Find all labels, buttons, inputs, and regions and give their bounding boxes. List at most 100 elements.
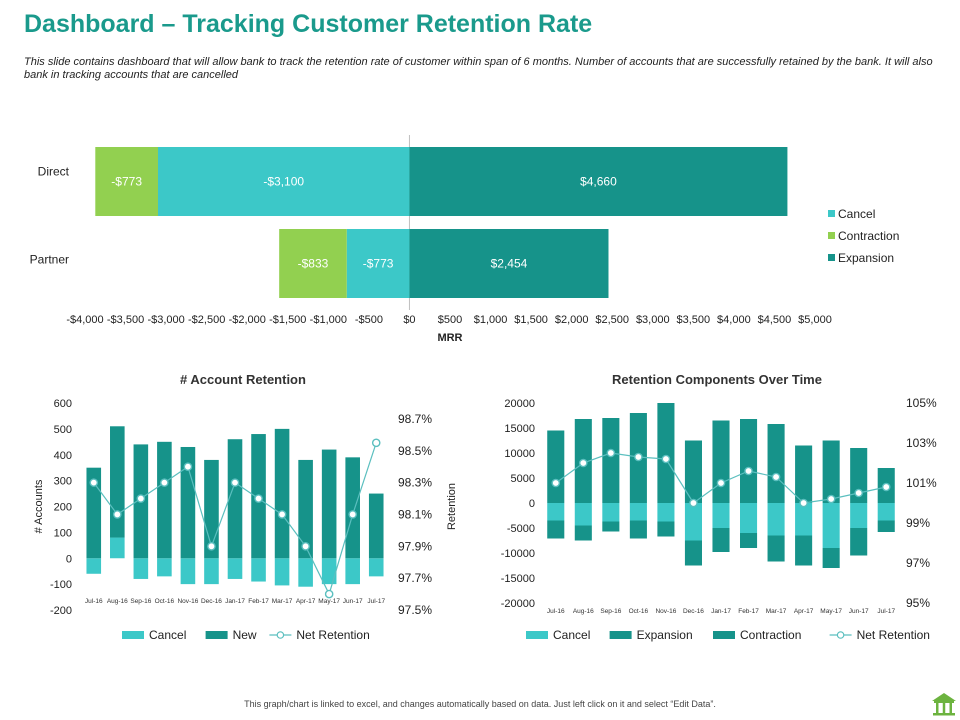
x-tick-label: Jul-16 xyxy=(547,608,565,615)
bar-contraction xyxy=(877,520,895,532)
x-tick-label: Jun-17 xyxy=(849,608,869,615)
x-tick-label: -$2,500 xyxy=(188,314,225,326)
net-retention-point xyxy=(207,542,216,551)
x-tick-label: May-17 xyxy=(318,598,340,605)
legend-swatch xyxy=(526,631,548,639)
x-tick-label: $3,500 xyxy=(677,314,711,326)
y2-tick-label: 105% xyxy=(906,396,937,410)
bar-cancel xyxy=(157,558,172,577)
x-tick-label: $2,500 xyxy=(595,314,629,326)
net-retention-point xyxy=(716,478,726,488)
net-retention-point xyxy=(771,472,781,482)
bar-new xyxy=(321,449,337,559)
footer-note: This graph/chart is linked to excel, and… xyxy=(244,699,716,709)
x-tick-label: Jul-17 xyxy=(877,608,895,615)
bar-new xyxy=(157,441,172,559)
x-tick-label: $4,500 xyxy=(758,314,792,326)
bar-cancel xyxy=(767,503,785,536)
y-axis-title: # Accounts xyxy=(33,479,45,533)
y2-axis-title: Retention xyxy=(446,483,458,530)
x-axis-title: MRR xyxy=(437,332,462,344)
x-tick-label: $2,000 xyxy=(555,314,589,326)
bar-contraction xyxy=(657,521,675,537)
bar-expansion xyxy=(767,424,785,503)
x-tick-label: $3,000 xyxy=(636,314,670,326)
net-retention-point xyxy=(579,458,588,468)
legend-swatch xyxy=(609,631,632,639)
bar-contraction xyxy=(684,540,702,566)
bar-cancel xyxy=(133,558,149,579)
bar-cancel xyxy=(274,558,290,586)
x-tick-label: Nov-16 xyxy=(655,608,676,615)
legend-swatch xyxy=(122,631,144,639)
bar-new xyxy=(368,493,384,559)
x-tick-label: Jan-17 xyxy=(711,608,731,615)
x-tick-label: Feb-17 xyxy=(248,598,269,605)
net-retention-point xyxy=(551,478,561,488)
bar-contraction xyxy=(629,520,647,539)
x-tick-label: -$500 xyxy=(355,314,383,326)
bar-new xyxy=(274,428,290,559)
net-retention-point xyxy=(371,438,381,448)
y2-tick-label: 101% xyxy=(906,476,937,490)
x-tick-label: Sep-16 xyxy=(130,598,151,605)
bar-new xyxy=(110,426,125,538)
net-retention-point xyxy=(160,478,169,487)
y-tick-label: 20000 xyxy=(504,398,535,410)
net-retention-point xyxy=(606,448,616,458)
x-tick-label: Jul-16 xyxy=(85,598,103,605)
bar-value-label: -$773 xyxy=(363,257,394,271)
x-tick-label: Oct-16 xyxy=(155,598,175,605)
y2-tick-label: 99% xyxy=(906,516,930,530)
legend-swatch xyxy=(828,210,835,217)
legend-swatch xyxy=(828,232,835,239)
y-tick-label: 400 xyxy=(54,450,72,462)
y-tick-label: 600 xyxy=(54,398,72,410)
net-retention-point xyxy=(254,494,263,503)
x-tick-label: Apr-17 xyxy=(794,608,814,615)
bar-value-label: $4,660 xyxy=(580,175,617,189)
net-retention-point xyxy=(826,494,836,504)
home-icon[interactable] xyxy=(931,691,957,717)
legend-label: Net Retention xyxy=(857,628,930,642)
y2-tick-label: 95% xyxy=(906,596,930,610)
net-retention-point xyxy=(799,498,808,508)
bar-contraction xyxy=(822,548,840,568)
bar-expansion xyxy=(822,440,840,503)
bar-value-label: $2,454 xyxy=(491,257,528,271)
bar-expansion xyxy=(850,448,868,503)
legend-label: Expansion xyxy=(637,628,693,642)
y-tick-label: 200 xyxy=(54,502,72,514)
y2-tick-label: 97.5% xyxy=(398,603,432,617)
bar-cancel xyxy=(877,503,895,521)
bar-expansion xyxy=(602,418,620,503)
bar-cancel xyxy=(368,558,384,577)
x-tick-label: -$1,500 xyxy=(269,314,306,326)
net-retention-point xyxy=(348,510,357,519)
x-tick-label: Oct-16 xyxy=(629,608,649,615)
page-subtitle: This slide contains dashboard that will … xyxy=(24,56,933,81)
x-tick-label: Mar-17 xyxy=(272,598,293,605)
bar-contraction xyxy=(850,528,868,556)
bar-cancel xyxy=(298,558,313,587)
x-tick-label: $1,500 xyxy=(514,314,548,326)
x-tick-label: Dec-16 xyxy=(201,598,222,605)
y-tick-label: 5000 xyxy=(511,473,535,485)
bar-cancel xyxy=(547,503,565,521)
legend-swatch xyxy=(713,631,735,639)
bar-contraction xyxy=(95,147,158,216)
bar-cancel xyxy=(822,503,840,548)
y-tick-label: 0 xyxy=(66,553,72,565)
legend-label: New xyxy=(233,628,257,642)
net-retention-point xyxy=(89,478,99,487)
x-tick-label: Nov-16 xyxy=(177,598,198,605)
bar-cancel xyxy=(712,503,730,528)
bar-cancel xyxy=(346,229,410,298)
legend-label: Cancel xyxy=(553,628,590,642)
y-tick-label: 0 xyxy=(529,498,535,510)
bar-new xyxy=(86,467,102,559)
bar-value-label: -$3,100 xyxy=(263,175,304,189)
bar-cancel xyxy=(110,537,125,559)
x-tick-label: Dec-16 xyxy=(683,608,704,615)
bar-expansion xyxy=(740,419,758,503)
